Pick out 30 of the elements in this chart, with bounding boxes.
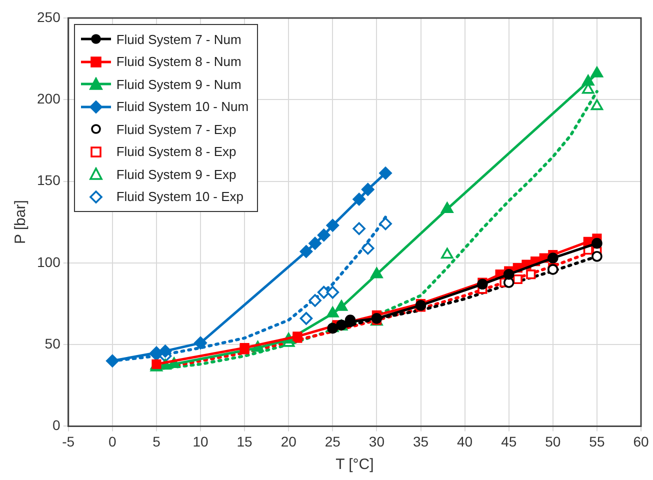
legend-label: Fluid System 10 - Num (116, 99, 249, 114)
x-tick-label: 5 (152, 433, 161, 450)
x-tick-label: 30 (368, 433, 385, 450)
y-tick-label: 250 (37, 8, 61, 25)
legend-label: Fluid System 9 - Exp (116, 166, 236, 182)
x-tick-label: 55 (589, 433, 605, 450)
x-tick-label: 10 (192, 433, 209, 450)
y-tick-label: 200 (37, 90, 61, 106)
legend-label: Fluid System 10 - Exp (116, 189, 244, 204)
x-tick-label: 35 (412, 433, 429, 450)
x-tick-label: 0 (108, 433, 117, 450)
x-tick-label: 50 (545, 433, 561, 450)
y-tick-label: 50 (44, 335, 61, 352)
x-tick-label: 40 (457, 433, 473, 450)
x-axis-title: T [°C] (336, 456, 374, 474)
y-tick-label: 150 (37, 172, 61, 188)
x-tick-label: -5 (62, 433, 75, 450)
x-tick-label: 15 (236, 433, 253, 450)
x-tick-label: 20 (280, 433, 297, 450)
y-tick-label: 0 (52, 417, 61, 434)
legend-label: Fluid System 9 - Num (116, 76, 242, 92)
y-tick-label: 100 (37, 254, 61, 270)
x-tick-label: 25 (324, 433, 341, 450)
x-tick-label: 60 (633, 433, 649, 450)
legend-label: Fluid System 7 - Exp (116, 122, 236, 137)
y-axis-title: P [bar] (12, 200, 30, 244)
legend-label: Fluid System 7 - Num (116, 32, 242, 47)
legend-label: Fluid System 8 - Num (116, 54, 242, 70)
x-tick-label: 45 (501, 433, 517, 450)
legend-label: Fluid System 8 - Exp (116, 144, 236, 160)
